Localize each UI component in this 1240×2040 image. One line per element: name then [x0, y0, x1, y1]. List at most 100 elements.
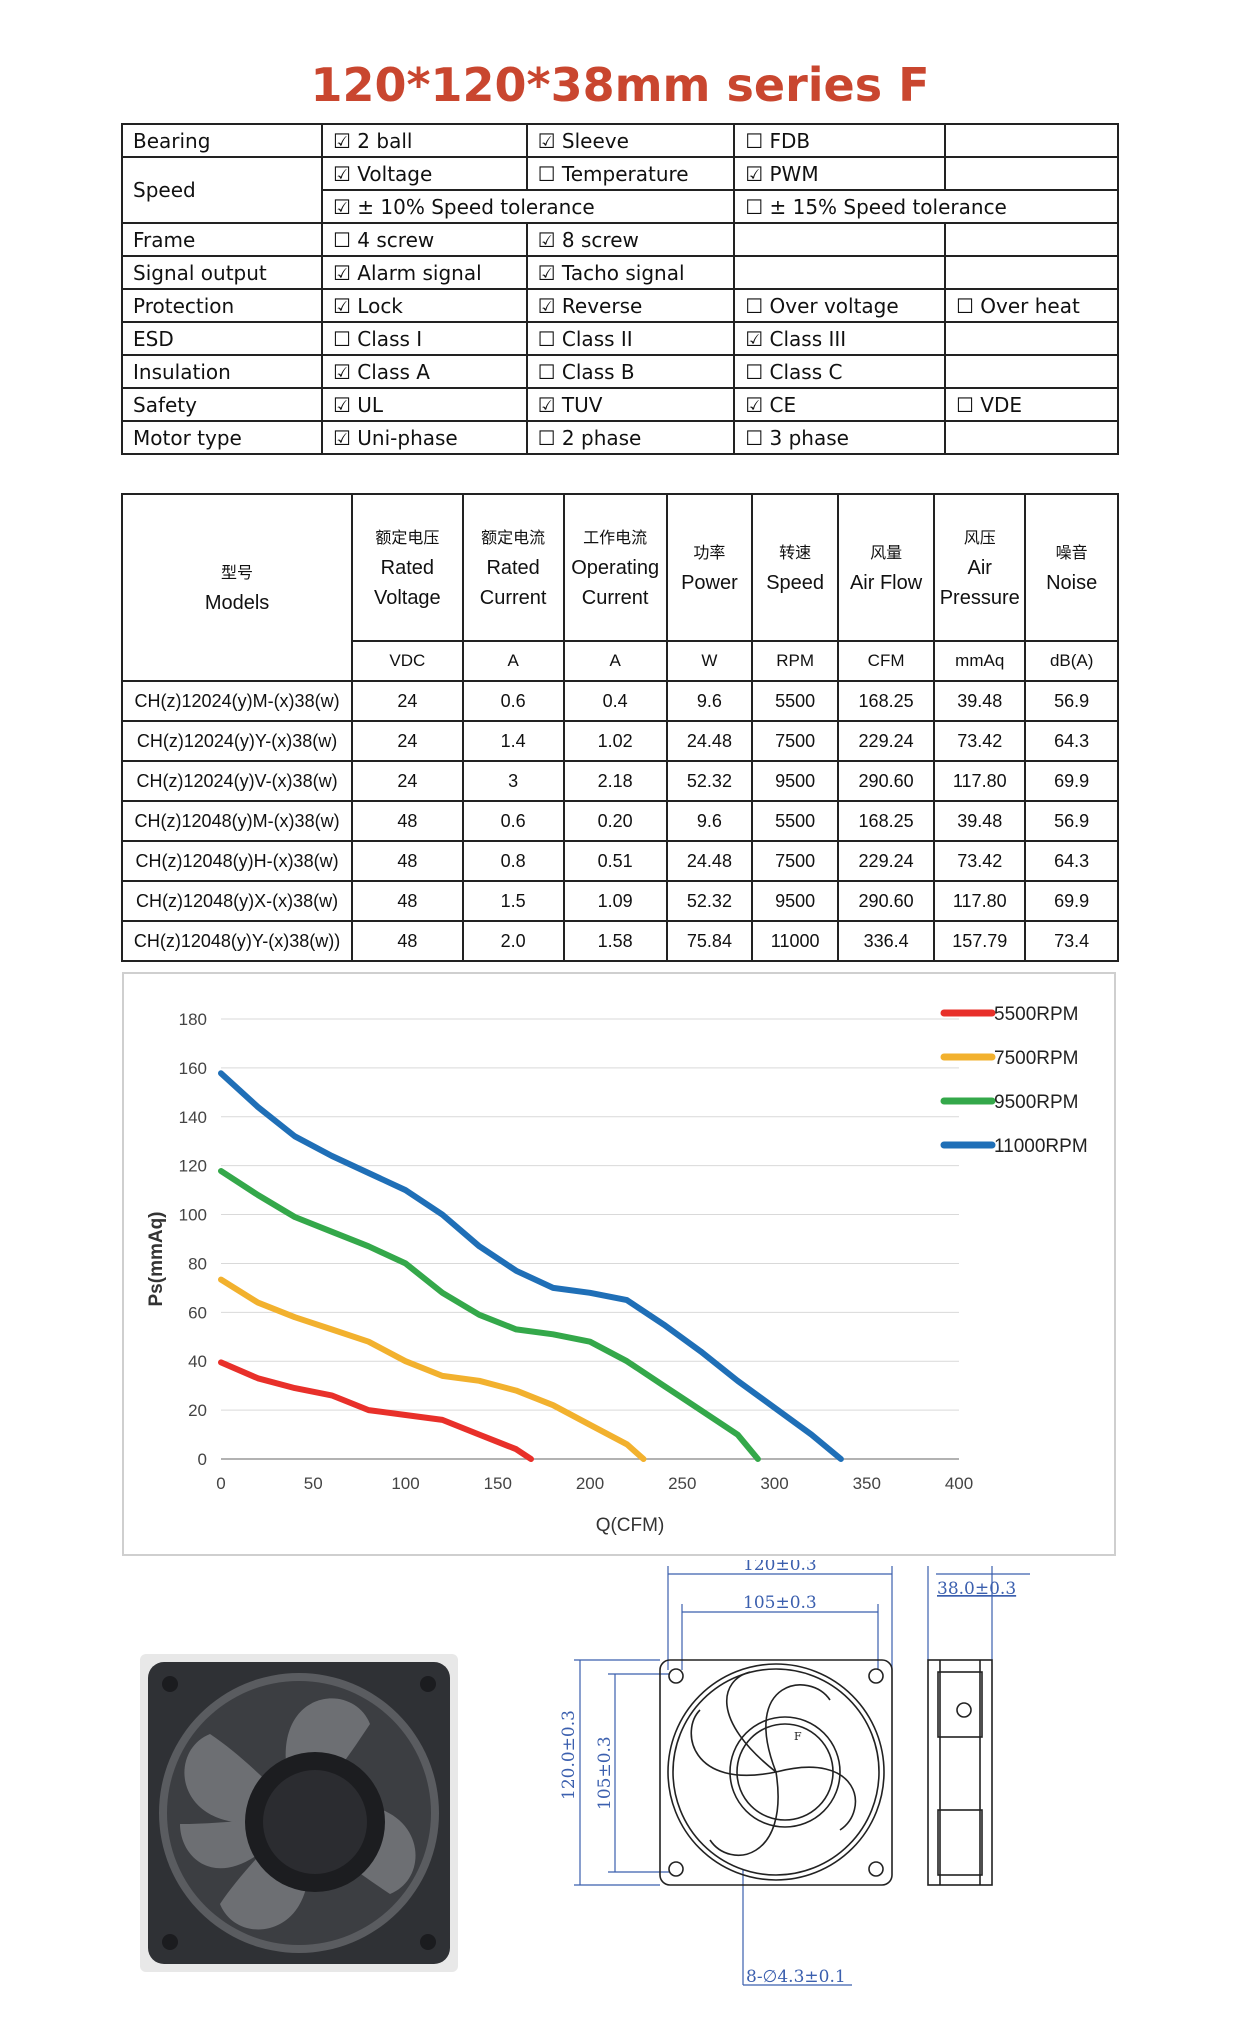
spec-header-en: Voltage: [373, 586, 441, 609]
spec-header-en: Models: [204, 591, 270, 614]
feature-option: [733, 255, 946, 290]
spec-value: 0.51: [562, 840, 668, 882]
spec-value: 0.8: [461, 840, 565, 882]
spec-header-en: Rated: [486, 556, 540, 579]
spec-header-en: Pressure: [939, 586, 1020, 609]
legend-label: 5500RPM: [994, 1004, 1079, 1025]
model-cell: CH(z)12024(y)M-(x)38(w): [120, 680, 354, 722]
feature-option: ☑ Class III: [733, 321, 946, 356]
spec-header-en: Current: [479, 586, 547, 609]
fan-photo: [140, 1654, 458, 1972]
spec-unit: CFM: [837, 640, 936, 682]
spec-header: 功率 Power: [665, 493, 754, 642]
spec-header-en: Rated: [380, 556, 435, 579]
feature-option: ☐ Class I: [321, 321, 528, 356]
spec-header: 风压 Air Pressure: [933, 493, 1027, 642]
y-tick-label: 40: [188, 1352, 207, 1371]
feature-option: ☐ Class II: [525, 321, 736, 356]
spec-value: 229.24: [837, 720, 936, 762]
x-tick-label: 0: [216, 1474, 225, 1493]
spec-unit: VDC: [351, 640, 464, 682]
spec-header-en: Noise: [1046, 571, 1098, 594]
table-row: CH(z)12024(y)M-(x)38(w) 24 0.6 0.4 9.6 5500 16…: [120, 680, 1119, 722]
series-line: [218, 1359, 534, 1462]
spec-value: 24.48: [665, 840, 754, 882]
feature-option: ☐ Temperature: [525, 156, 736, 191]
feature-option: ☑ 2 ball: [321, 123, 528, 158]
feature-row: Insulation ☑ Class A ☐ Class B ☐ Class C: [121, 354, 1120, 389]
spec-value: 0.4: [562, 680, 668, 722]
feature-row: Frame ☐ 4 screw ☑ 8 screw: [121, 222, 1120, 257]
spec-value: 2.0: [461, 920, 565, 962]
spec-header-cn: 风量: [870, 542, 903, 562]
spec-value: 1.09: [562, 880, 668, 922]
y-tick-label: 60: [188, 1303, 207, 1322]
spec-value: 3: [461, 760, 565, 802]
spec-value: 1.02: [562, 720, 668, 762]
x-tick-label: 400: [945, 1474, 973, 1493]
spec-header-cn: 功率: [693, 542, 726, 562]
spec-value: 48: [351, 840, 464, 882]
feature-label: Frame: [121, 222, 323, 257]
feature-option: ☐ 2 phase: [525, 420, 736, 455]
y-tick-label: 120: [179, 1157, 207, 1176]
x-tick-label: 350: [853, 1474, 881, 1493]
feature-option: [943, 255, 1120, 290]
feature-option: [943, 123, 1120, 158]
spec-value: 157.79: [933, 920, 1027, 962]
feature-option: ☑ Class A: [321, 354, 528, 389]
spec-header-cn: 型号: [221, 562, 254, 582]
model-cell: CH(z)12048(y)M-(x)38(w): [120, 800, 354, 842]
spec-header-cn: 风压: [963, 527, 996, 547]
feature-option: ☐ Class B: [525, 354, 736, 389]
page-title: 120*120*38mm series F: [310, 58, 930, 112]
spec-header: 额定电流 Rated Current: [461, 493, 565, 642]
feature-option: [943, 156, 1120, 191]
x-tick-label: 250: [668, 1474, 696, 1493]
model-cell: CH(z)12024(y)Y-(x)38(w): [120, 720, 354, 762]
spec-header-en: Operating: [571, 556, 660, 579]
spec-value: 56.9: [1024, 680, 1119, 722]
spec-value: 75.84: [665, 920, 754, 962]
feature-option: ☑ Alarm signal: [321, 255, 528, 290]
series-line: [218, 1276, 647, 1462]
feature-option: [943, 420, 1120, 455]
feature-row: Bearing ☑ 2 ball ☑ Sleeve ☐ FDB: [121, 123, 1120, 158]
feature-option: ☑ CE: [733, 387, 946, 422]
x-tick-label: 200: [576, 1474, 604, 1493]
spec-header: 风量 Air Flow: [837, 493, 936, 642]
spec-value: 11000: [751, 920, 840, 962]
spec-value: 2.18: [562, 760, 668, 802]
pq-chart: 0 20 40 60 80 100 120 140 160 180 0 50 100 150 200 250 3…: [122, 972, 1116, 1556]
feature-option: ☑ UL: [321, 387, 528, 422]
spec-value: 48: [351, 880, 464, 922]
table-row: CH(z)12048(y)Y-(x)38(w)) 48 2.0 1.58 75.84 11…: [120, 920, 1119, 962]
y-axis-label: Ps(mmAq): [146, 1211, 167, 1306]
spec-value: 290.60: [837, 760, 936, 802]
spec-unit: A: [461, 640, 565, 682]
spec-header: 转速 Speed: [751, 493, 840, 642]
feature-option: ☑ Uni-phase: [321, 420, 528, 455]
spec-value: 7500: [751, 720, 840, 762]
spec-header: 额定电压 Rated Voltage: [351, 493, 464, 642]
spec-value: 73.4: [1024, 920, 1119, 962]
dim-holes: 8-∅4.3±0.1: [746, 1967, 846, 1987]
spec-unit: W: [665, 640, 754, 682]
feature-option: ☐ Class C: [733, 354, 946, 389]
model-cell: CH(z)12024(y)V-(x)38(w): [120, 760, 354, 802]
spec-header-en: Air Flow: [849, 571, 923, 594]
spec-value: 336.4: [837, 920, 936, 962]
y-tick-label: 180: [179, 1010, 207, 1029]
dim-inner-height: 105±0.3: [595, 1736, 615, 1810]
table-row: CH(z)12048(y)X-(x)38(w) 48 1.5 1.09 52.32 950…: [120, 880, 1119, 922]
spec-value: 168.25: [837, 680, 936, 722]
feature-option: [943, 321, 1120, 356]
y-tick-label: 0: [198, 1450, 207, 1469]
feature-option: ☑ Voltage: [321, 156, 528, 191]
y-tick-label: 140: [179, 1108, 207, 1127]
feature-row: Signal output ☑ Alarm signal ☑ Tacho signa…: [121, 255, 1120, 290]
spec-header: 工作电流 Operating Current: [562, 493, 668, 642]
spec-header-en: Power: [681, 571, 738, 594]
feature-option: [733, 222, 946, 257]
spec-value: 73.42: [933, 840, 1027, 882]
